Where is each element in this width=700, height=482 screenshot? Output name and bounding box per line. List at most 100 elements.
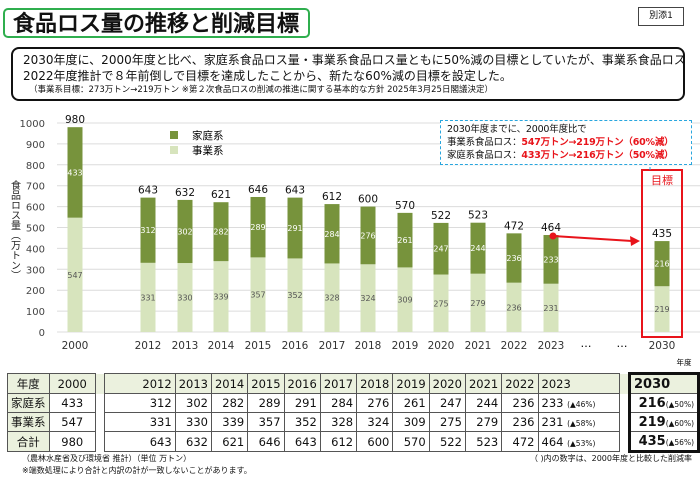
data-label-household: 302: [177, 227, 192, 236]
x-tick-label: 2018: [355, 340, 382, 352]
table-header: 2017: [319, 373, 358, 394]
bar-household: [287, 197, 303, 259]
data-label-household: 312: [140, 226, 155, 235]
table-cell: 646: [247, 431, 285, 452]
x-tick-label: 2000: [62, 340, 89, 352]
reduction-rate: (▲60%): [665, 418, 694, 428]
bar-household: [470, 222, 486, 274]
data-label-household: 433: [67, 168, 82, 177]
table-cell: 600: [356, 431, 394, 452]
trend-arrow-head: [630, 236, 640, 246]
table-header: 2000: [48, 373, 96, 394]
table-cell: 284: [319, 393, 358, 413]
callout-label: 事業系食品ロス：: [447, 137, 522, 148]
bar-business: [360, 264, 376, 332]
table-gap: [619, 393, 630, 413]
bar-business: [287, 258, 303, 332]
data-label-household: 247: [433, 245, 448, 254]
table-cell: 247: [428, 393, 466, 413]
x-tick-label: 2013: [172, 340, 199, 352]
table-header: 2018: [356, 373, 394, 394]
table-cell: 330: [174, 412, 212, 432]
table-gap: [94, 393, 105, 413]
target-highlight-box: [641, 169, 683, 338]
description-note: （事業系目標：273万トン→219万トン ※第２次食品ロスの削減の推進に関する基…: [29, 85, 493, 95]
table-row: 家庭系 433 312 302 282 289 291 284 276 261 247 244 236 2…: [7, 393, 700, 413]
table-cell: 291: [283, 393, 321, 413]
data-label-household: 244: [470, 244, 485, 253]
data-label-household: 289: [250, 223, 265, 232]
bar-business: [67, 217, 83, 332]
axis-ellipsis: …: [581, 337, 592, 350]
description-line: 2022年度推計で８年前倒しで目標を達成したことから、新たな60%減の目標を設定…: [23, 69, 512, 83]
data-label-business: 357: [250, 291, 265, 300]
reduction-rate: (▲46%): [567, 400, 596, 409]
data-label-total: 612: [322, 191, 342, 203]
y-tick-label: 1000: [20, 119, 45, 130]
row-label: 事業系: [7, 412, 50, 432]
bar-household: [397, 212, 413, 268]
reduction-rate: (▲53%): [567, 438, 596, 448]
attachment-tag: 別添1: [638, 7, 684, 26]
table-cell: 339: [210, 412, 249, 432]
bar-household: [177, 199, 193, 264]
y-tick-label: 400: [26, 244, 45, 255]
data-label-business: 275: [433, 299, 448, 308]
table-cell: 643: [103, 431, 176, 452]
bar-business: [324, 263, 340, 332]
x-tick-label: 2019: [392, 340, 419, 352]
table-cell: 522: [428, 431, 466, 452]
table-cell: 643: [283, 431, 321, 452]
data-table: 年度 2000 2012 2013 2014 2015 2016 2017 2018 2019 20…: [7, 372, 700, 453]
table-cell: 980: [48, 431, 96, 452]
x-tick-label: 2030: [649, 340, 676, 352]
page-title: 食品ロス量の推移と削減目標: [3, 8, 310, 38]
data-label-business: 330: [177, 294, 192, 303]
table-header: 2030: [628, 372, 700, 394]
table-header: 年度: [7, 373, 50, 394]
table-header: 2020: [428, 373, 466, 394]
bar-household: [506, 233, 522, 283]
data-label-household: 261: [397, 236, 412, 245]
reduction-rate: (▲58%): [567, 419, 596, 428]
bar-business: [470, 273, 486, 332]
x-tick-label: 2012: [135, 340, 162, 352]
table-gap: [94, 431, 105, 452]
data-label-business: 547: [67, 271, 82, 280]
callout-line: 2030年度までに、2000年度比で: [447, 124, 587, 135]
stacked-bar-chart: 0 100 200 300 400 500 600 700 800 900 1000 食品ロス量（万ト…: [9, 114, 700, 367]
table-cell: 612: [319, 431, 358, 452]
table-cell: 279: [464, 412, 503, 432]
table-cell: 236: [501, 412, 539, 432]
target-cell: 219(▲60%): [628, 412, 700, 432]
y-tick-label: 0: [39, 328, 45, 339]
bar-household: [140, 197, 156, 263]
row-label: 合計: [7, 431, 50, 452]
target-label: 目標: [651, 173, 673, 187]
data-label-total: 646: [248, 184, 268, 196]
table-header: 2019: [392, 373, 430, 394]
table-cell: 233 (▲46%): [537, 393, 621, 413]
data-label-business: 324: [360, 294, 375, 303]
callout-label: 家庭系食品ロス：: [447, 150, 522, 161]
data-label-business: 236: [506, 303, 521, 312]
data-label-total: 435: [652, 228, 672, 240]
bar-business: [397, 267, 413, 332]
table-gap: [619, 431, 630, 452]
table-cell: 244: [464, 393, 503, 413]
table-header: 2012: [103, 373, 176, 394]
table-row: 合計 980 643 632 621 646 643 612 600 570 522 523 472 46…: [7, 431, 700, 453]
table-cell: 302: [174, 393, 212, 413]
data-label-household: 291: [287, 224, 302, 233]
callout-value: 547万トン→219万トン（60%減）: [521, 137, 674, 148]
x-axis-label: 年度: [677, 357, 692, 367]
y-tick-label: 300: [26, 265, 45, 276]
table-cell: 433: [48, 393, 96, 413]
y-axis-label: 食品ロス量（万トン）: [9, 179, 21, 280]
data-label-business: 279: [470, 299, 485, 308]
trend-arrow: [552, 235, 633, 242]
bar-business: [506, 282, 522, 332]
x-tick-label: 2015: [245, 340, 272, 352]
bar-business: [213, 261, 229, 332]
table-gap: [94, 373, 105, 394]
